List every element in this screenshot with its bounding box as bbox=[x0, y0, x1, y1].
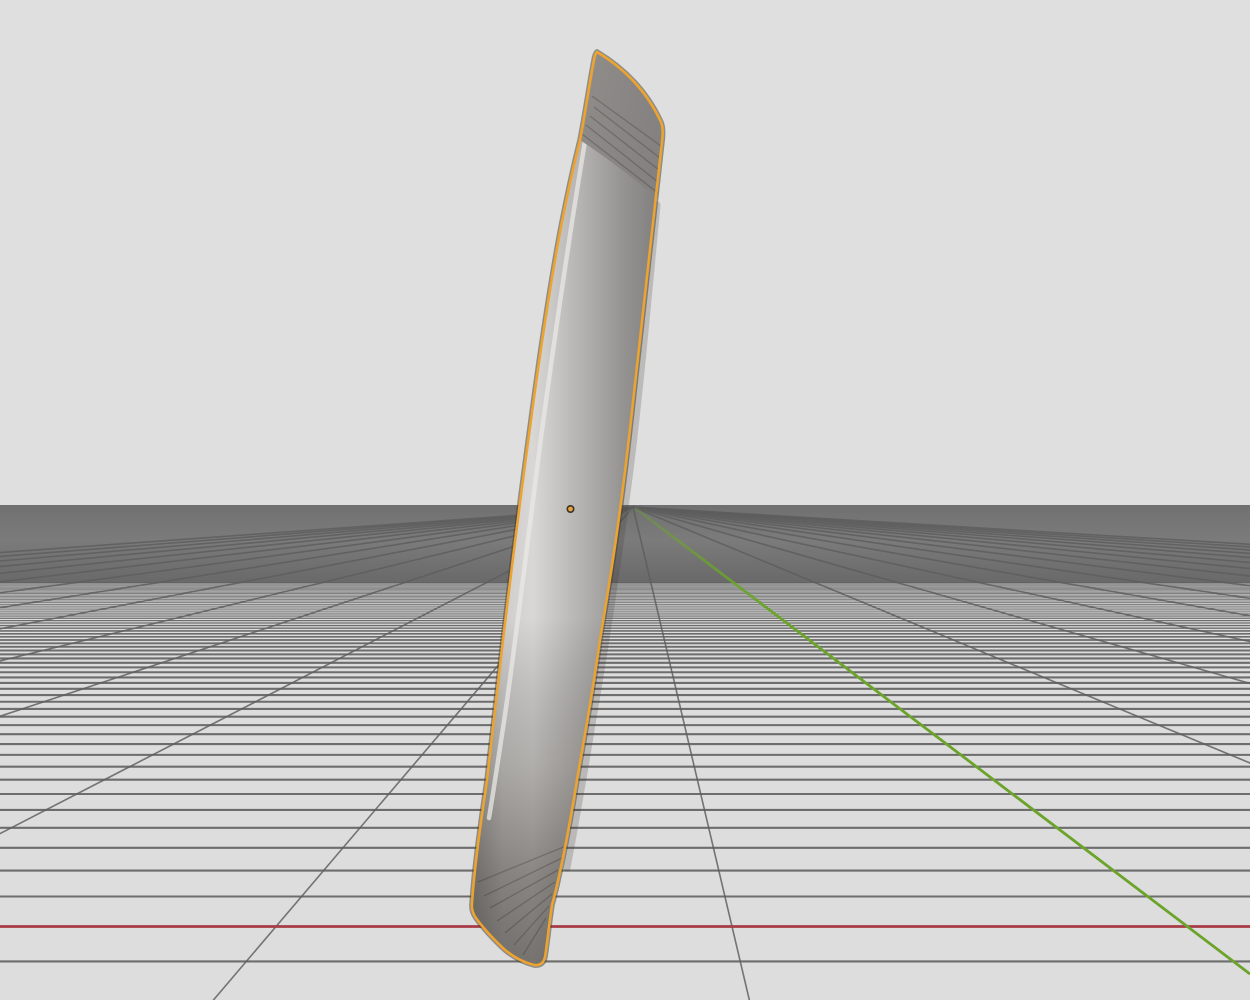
object-right-shade bbox=[563, 201, 661, 872]
object-top-cap bbox=[580, 52, 663, 198]
object-edge-highlight bbox=[486, 115, 592, 821]
selected-mesh-object[interactable] bbox=[469, 49, 666, 968]
floor-grid-columns bbox=[0, 506, 1250, 1000]
y-axis-line bbox=[634, 506, 1250, 976]
object-selection-outline bbox=[470, 50, 664, 967]
floor-grid-rows bbox=[0, 582, 1250, 963]
object-bottom-ridges bbox=[477, 845, 567, 956]
object-origin-dot bbox=[566, 504, 575, 513]
object-cap-ridges bbox=[581, 95, 662, 194]
